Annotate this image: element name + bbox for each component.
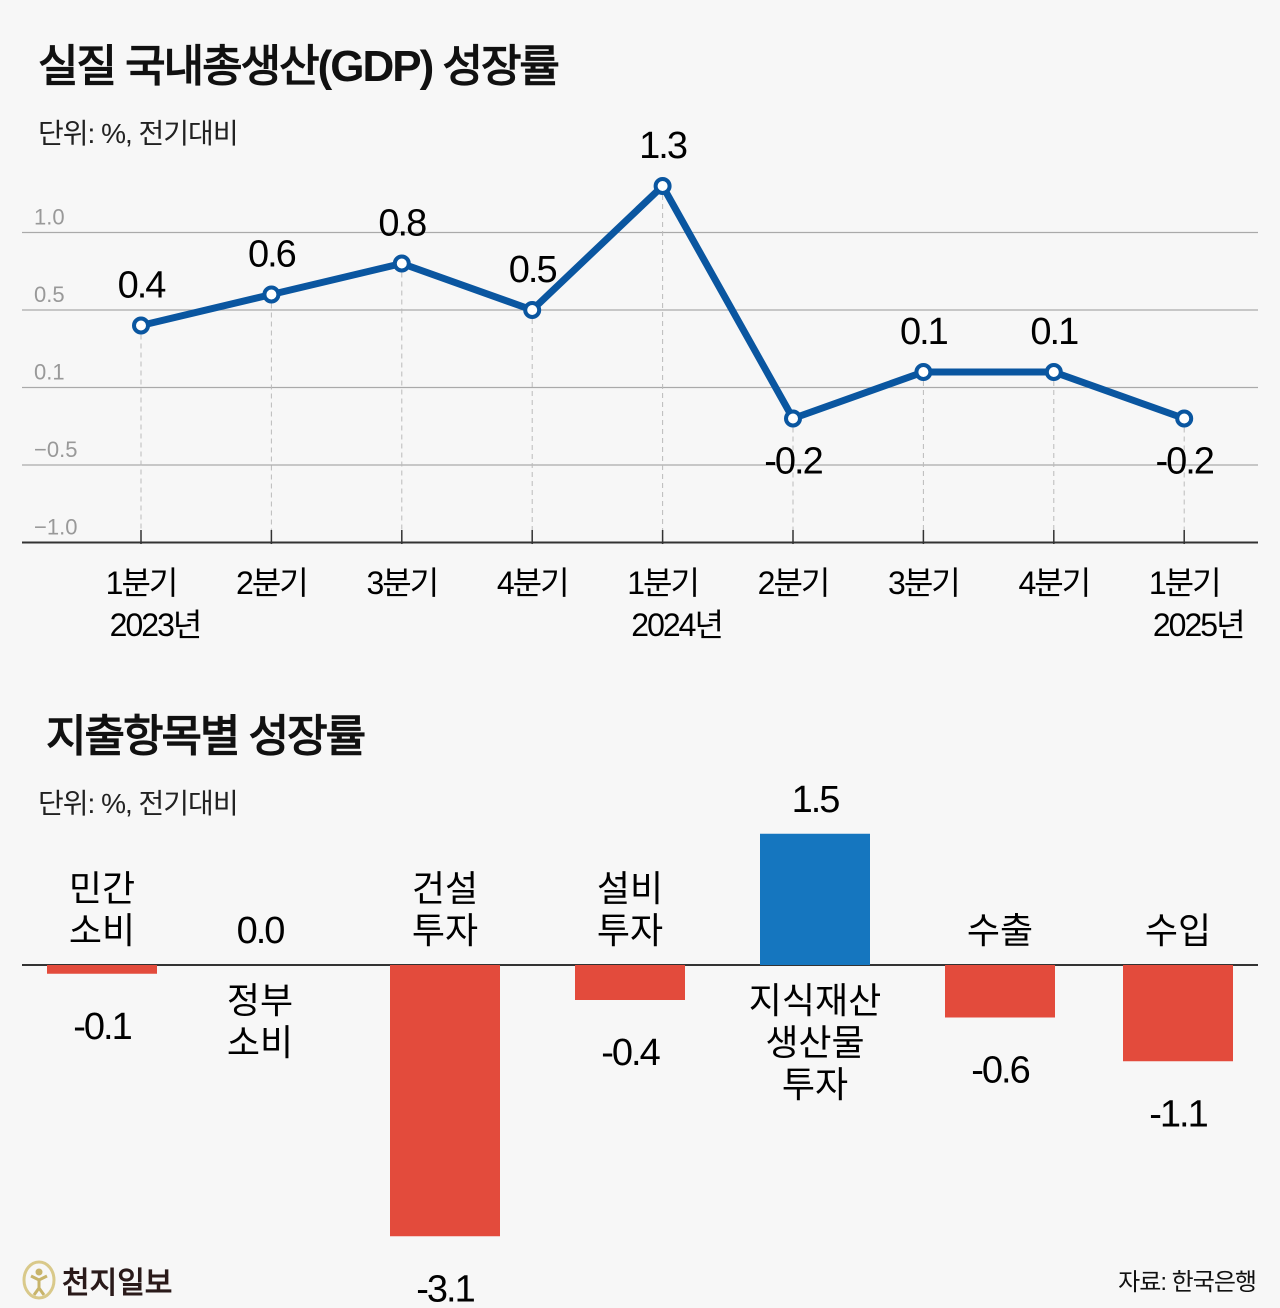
bar-category-label: 건설 xyxy=(412,868,478,909)
bar-value-label: 1.5 xyxy=(792,779,840,821)
bar-category-label: 투자 xyxy=(412,910,478,951)
line-chart-title: 실질 국내총생산(GDP) 성장률 xyxy=(38,42,560,91)
bar-chart-unit: 단위: %, 전기대비 xyxy=(38,788,239,819)
series-line xyxy=(140,182,1186,422)
x-tick-label: 1분기 xyxy=(627,565,698,601)
data-label: 0.8 xyxy=(378,203,426,245)
data-label: 0.5 xyxy=(509,249,557,291)
bar-value-label: 0.0 xyxy=(237,910,285,952)
bar xyxy=(47,965,157,974)
data-label: -0.2 xyxy=(1155,441,1213,483)
bar-category-label: 지식재산 xyxy=(749,980,881,1021)
data-point xyxy=(914,363,933,381)
data-label: 1.3 xyxy=(639,125,687,167)
y-tick-label: 0.1 xyxy=(34,360,65,385)
bar-category-label: 수입 xyxy=(1145,910,1211,951)
bar-chart-title: 지출항목별 성장률 xyxy=(46,712,366,761)
x-tick-label: 3분기 xyxy=(888,565,959,601)
data-point xyxy=(784,409,802,428)
bar-category-label: 소비 xyxy=(227,1022,293,1063)
bar xyxy=(760,833,870,965)
logo-text: 천지일보 xyxy=(62,1267,173,1300)
y-tick-label: 1.0 xyxy=(34,205,65,230)
bar xyxy=(945,965,1055,1018)
x-tick-label: 2분기 xyxy=(236,565,307,601)
data-point xyxy=(653,177,672,195)
data-label: 0.1 xyxy=(900,311,948,353)
bar-value-label: -1.1 xyxy=(1149,1093,1207,1135)
data-label: 0.4 xyxy=(118,265,167,307)
bar xyxy=(1123,965,1233,1062)
logo-icon xyxy=(22,1260,56,1300)
bar-value-label: -0.6 xyxy=(971,1050,1029,1092)
y-tick-label: 0.5 xyxy=(34,282,65,307)
bar-category-label: 생산물 xyxy=(765,1022,864,1063)
x-tick-label: 4분기 xyxy=(497,565,568,601)
bar-category-label: 민간 xyxy=(69,868,135,909)
bar-value-label: -0.4 xyxy=(601,1032,660,1074)
bar-category-label: 투자 xyxy=(597,910,663,951)
bar-value-label: -0.1 xyxy=(73,1006,131,1048)
data-point xyxy=(392,254,411,273)
y-tick-label: −1.0 xyxy=(34,515,77,540)
bar xyxy=(390,965,500,1237)
data-point xyxy=(1044,363,1063,381)
data-point xyxy=(262,285,281,304)
y-tick-label: −0.5 xyxy=(34,437,77,462)
source-text: 자료: 한국은행 xyxy=(1118,1269,1257,1296)
bar-category-label: 소비 xyxy=(69,910,135,951)
bar-category-label: 투자 xyxy=(782,1064,848,1105)
x-tick-year-label: 2023년 xyxy=(110,607,201,643)
logo: 천지일보 xyxy=(22,1258,172,1302)
x-tick-label: 1분기 xyxy=(106,565,177,601)
data-point xyxy=(132,316,150,335)
x-tick-label: 2분기 xyxy=(758,565,829,601)
data-point xyxy=(523,301,542,319)
x-tick-label: 3분기 xyxy=(366,565,437,601)
data-label: 0.6 xyxy=(248,234,296,276)
bar-category-label: 설비 xyxy=(597,868,663,909)
x-tick-label: 4분기 xyxy=(1018,565,1089,601)
data-label: -0.2 xyxy=(764,441,822,483)
data-label: 0.1 xyxy=(1030,311,1078,353)
bar xyxy=(575,965,685,1000)
bar-category-label: 수출 xyxy=(967,910,1033,951)
bar-category-label: 정부 xyxy=(227,980,293,1021)
x-tick-label: 1분기 xyxy=(1149,565,1220,601)
x-tick-year-label: 2025년 xyxy=(1153,607,1244,643)
line-chart-unit: 단위: %, 전기대비 xyxy=(38,118,239,149)
x-tick-year-label: 2024년 xyxy=(631,607,722,643)
bar-value-label: -3.1 xyxy=(416,1268,474,1308)
data-point xyxy=(1175,409,1194,428)
